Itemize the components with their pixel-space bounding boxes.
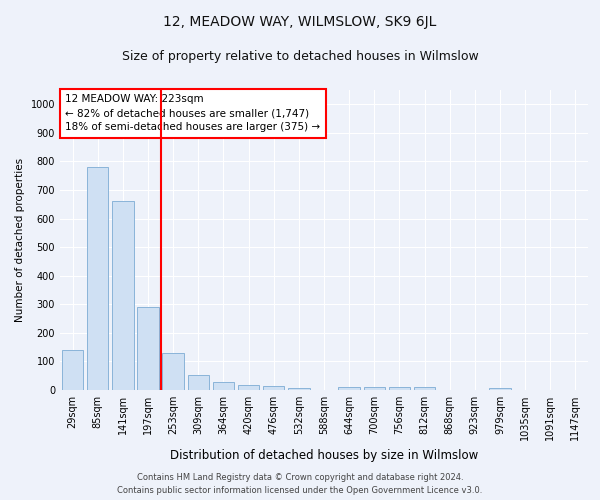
Bar	[490, 388, 511, 390]
Text: 12 MEADOW WAY: 223sqm
← 82% of detached houses are smaller (1,747)
18% of semi-d: 12 MEADOW WAY: 223sqm ← 82% of detached …	[65, 94, 320, 132]
Bar	[263, 386, 284, 390]
Bar	[389, 387, 410, 390]
Bar	[188, 375, 209, 390]
Bar	[112, 202, 134, 390]
Bar	[414, 388, 435, 390]
Text: 12, MEADOW WAY, WILMSLOW, SK9 6JL: 12, MEADOW WAY, WILMSLOW, SK9 6JL	[163, 15, 437, 29]
Text: Contains HM Land Registry data © Crown copyright and database right 2024.: Contains HM Land Registry data © Crown c…	[137, 474, 463, 482]
Bar	[238, 385, 259, 390]
Bar	[62, 350, 83, 390]
Bar	[338, 387, 360, 390]
Text: Contains public sector information licensed under the Open Government Licence v3: Contains public sector information licen…	[118, 486, 482, 495]
X-axis label: Distribution of detached houses by size in Wilmslow: Distribution of detached houses by size …	[170, 448, 478, 462]
Bar	[137, 307, 158, 390]
Bar	[213, 382, 234, 390]
Bar	[163, 353, 184, 390]
Bar	[288, 388, 310, 390]
Bar	[87, 167, 109, 390]
Y-axis label: Number of detached properties: Number of detached properties	[15, 158, 25, 322]
Bar	[364, 387, 385, 390]
Text: Size of property relative to detached houses in Wilmslow: Size of property relative to detached ho…	[122, 50, 478, 63]
